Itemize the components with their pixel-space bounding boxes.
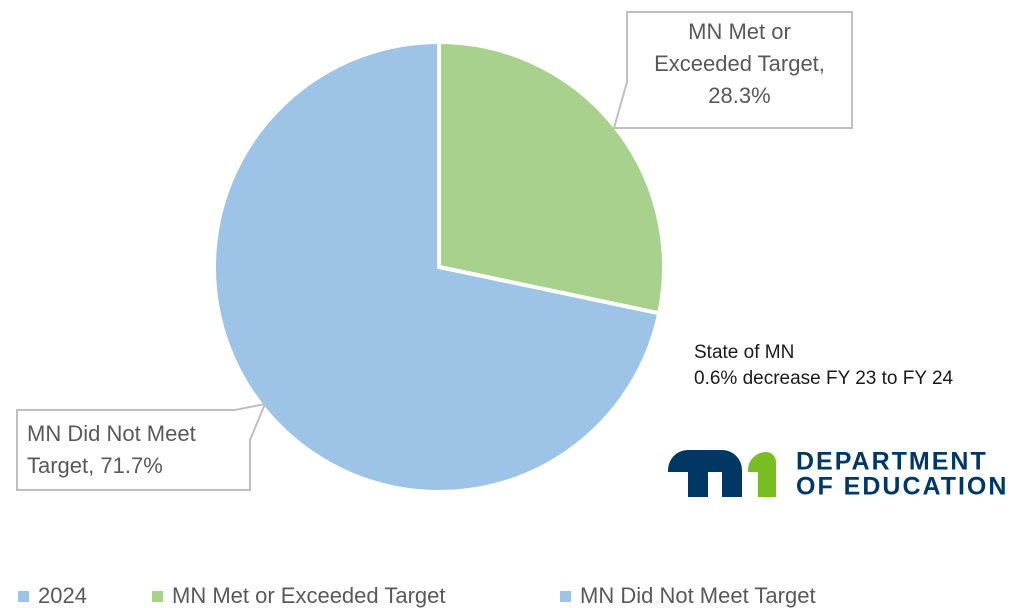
legend-label: MN Met or Exceeded Target	[172, 583, 446, 608]
annotation: 0.6% decrease FY 23 to FY 24	[694, 368, 954, 389]
logo-text: OF EDUCATION	[796, 473, 1008, 501]
callout-box	[16, 409, 251, 491]
data-label: MN Met or Exceeded Target, 28.3%	[654, 19, 825, 108]
callout-box	[626, 11, 853, 129]
data-label: MN Did Not Meet Target, 71.7%	[27, 421, 196, 478]
legend-swatch	[18, 591, 29, 602]
legend-swatch	[152, 591, 163, 602]
pie-slice	[437, 39, 666, 316]
legend-label: 2024	[38, 583, 87, 608]
logo-mark	[668, 450, 776, 497]
callout-pointer	[612, 81, 650, 129]
pie-slice	[212, 39, 662, 494]
legend-swatch	[560, 591, 571, 602]
logo-text: DEPARTMENT	[796, 448, 988, 476]
legend-label: MN Did Not Meet Target	[580, 583, 816, 608]
callout-pointer	[234, 402, 267, 441]
annotation: State of MN	[694, 342, 795, 363]
